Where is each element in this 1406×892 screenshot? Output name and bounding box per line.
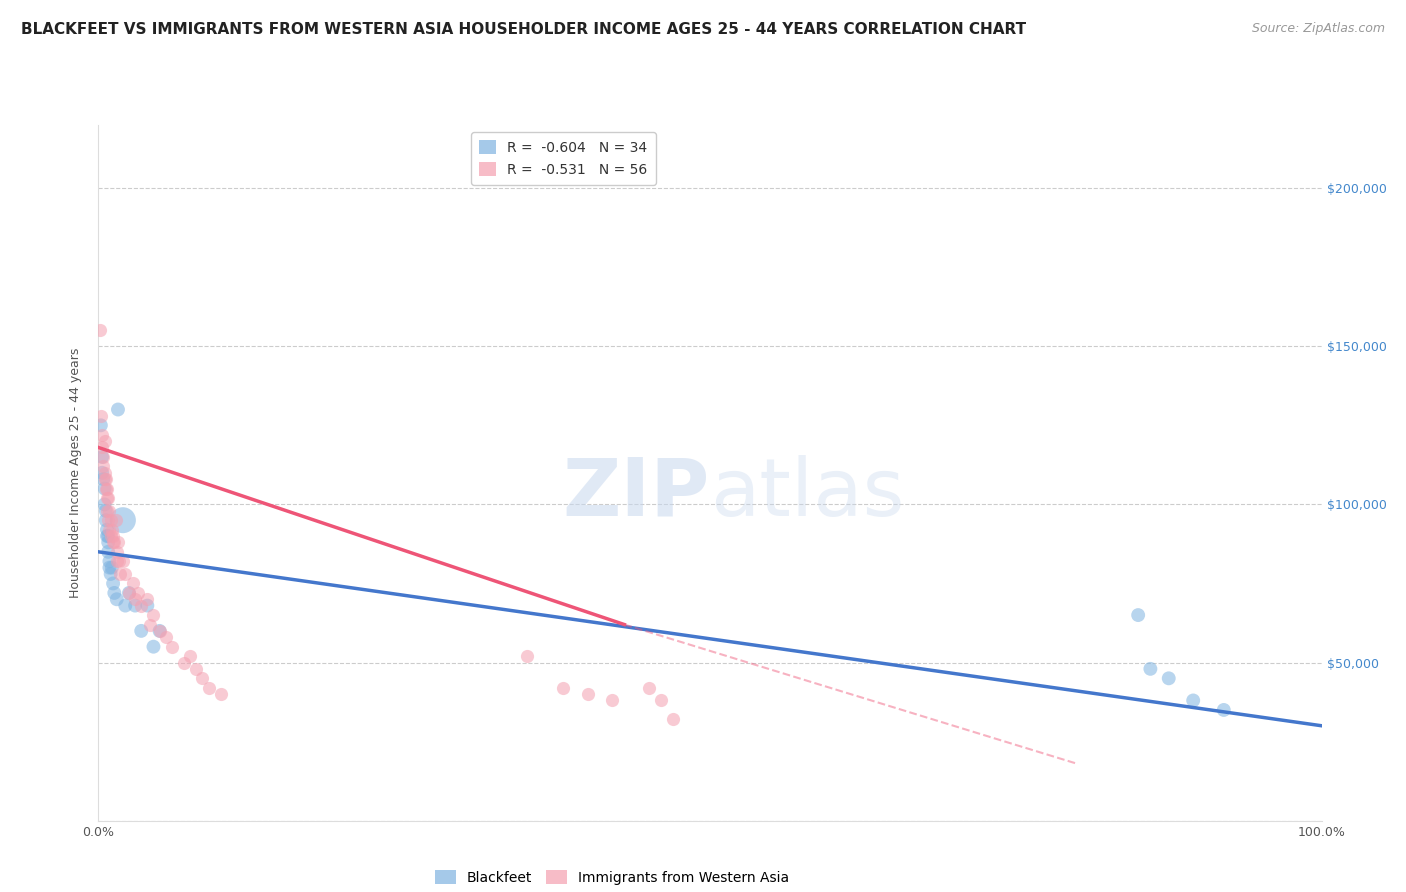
Text: atlas: atlas (710, 455, 904, 533)
Point (662, 713, 685, 727)
Point (91, 450, 114, 464)
Point (97, 529, 120, 543)
Point (111, 513, 134, 527)
Point (105, 592, 128, 607)
Point (96, 491, 118, 505)
Point (101, 560, 124, 574)
Point (90, 418, 112, 433)
Point (103, 586, 125, 600)
Point (127, 586, 149, 600)
Point (149, 624, 172, 638)
Point (173, 656, 195, 670)
Point (110, 566, 132, 581)
Point (97, 513, 120, 527)
Point (129, 599, 152, 613)
Point (136, 599, 159, 613)
Point (121, 576, 143, 591)
Point (515, 649, 537, 664)
Point (100, 566, 122, 581)
Point (197, 681, 219, 695)
Point (91, 459, 114, 474)
Point (576, 687, 599, 701)
Point (142, 608, 165, 623)
Point (1128, 608, 1150, 623)
Text: Source: ZipAtlas.com: Source: ZipAtlas.com (1251, 22, 1385, 36)
Point (600, 693, 623, 707)
Point (179, 649, 201, 664)
Point (1182, 693, 1205, 707)
Point (91, 472, 114, 486)
Point (97, 545, 120, 559)
Point (103, 535, 125, 549)
Point (96, 529, 118, 543)
Point (94, 504, 117, 518)
Point (94, 472, 117, 486)
Point (96, 504, 118, 518)
Point (124, 592, 146, 607)
Point (93, 472, 115, 486)
Point (118, 586, 141, 600)
Point (94, 482, 117, 496)
Point (107, 402, 129, 417)
Point (98, 554, 121, 568)
Point (1157, 671, 1180, 685)
Point (90, 409, 112, 423)
Point (91, 450, 114, 464)
Point (155, 630, 177, 644)
Point (91, 427, 114, 442)
Point (142, 640, 165, 654)
Point (96, 523, 118, 537)
Point (118, 586, 141, 600)
Point (91, 441, 114, 455)
Point (191, 671, 214, 685)
Legend: Blackfeet, Immigrants from Western Asia: Blackfeet, Immigrants from Western Asia (429, 864, 794, 890)
Point (638, 681, 661, 695)
Point (98, 523, 121, 537)
Point (129, 624, 152, 638)
Point (650, 693, 672, 707)
Text: BLACKFEET VS IMMIGRANTS FROM WESTERN ASIA HOUSEHOLDER INCOME AGES 25 - 44 YEARS : BLACKFEET VS IMMIGRANTS FROM WESTERN ASI… (21, 22, 1026, 37)
Point (111, 554, 134, 568)
Point (89, 323, 111, 337)
Point (93, 466, 115, 480)
Point (97, 491, 120, 505)
Point (553, 681, 575, 695)
Point (100, 529, 122, 543)
Point (108, 554, 131, 568)
Point (98, 560, 121, 574)
Point (136, 592, 159, 607)
Point (101, 523, 124, 537)
Point (97, 535, 120, 549)
Text: ZIP: ZIP (562, 455, 710, 533)
Point (114, 566, 136, 581)
Point (96, 482, 118, 496)
Point (209, 687, 232, 701)
Point (101, 529, 124, 543)
Point (91, 466, 114, 480)
Point (94, 513, 117, 527)
Point (101, 576, 124, 591)
Point (93, 497, 115, 511)
Point (93, 434, 115, 449)
Point (105, 554, 128, 568)
Point (101, 535, 124, 549)
Point (160, 640, 183, 654)
Point (100, 513, 122, 527)
Point (1212, 703, 1234, 717)
Y-axis label: Householder Income Ages 25 - 44 years: Householder Income Ages 25 - 44 years (69, 348, 83, 598)
Point (114, 599, 136, 613)
Point (149, 624, 172, 638)
Point (124, 599, 146, 613)
Point (105, 545, 128, 559)
Point (107, 535, 129, 549)
Point (139, 617, 162, 632)
Point (1139, 662, 1161, 676)
Point (98, 504, 121, 518)
Point (104, 513, 127, 527)
Point (93, 482, 115, 496)
Point (186, 662, 208, 676)
